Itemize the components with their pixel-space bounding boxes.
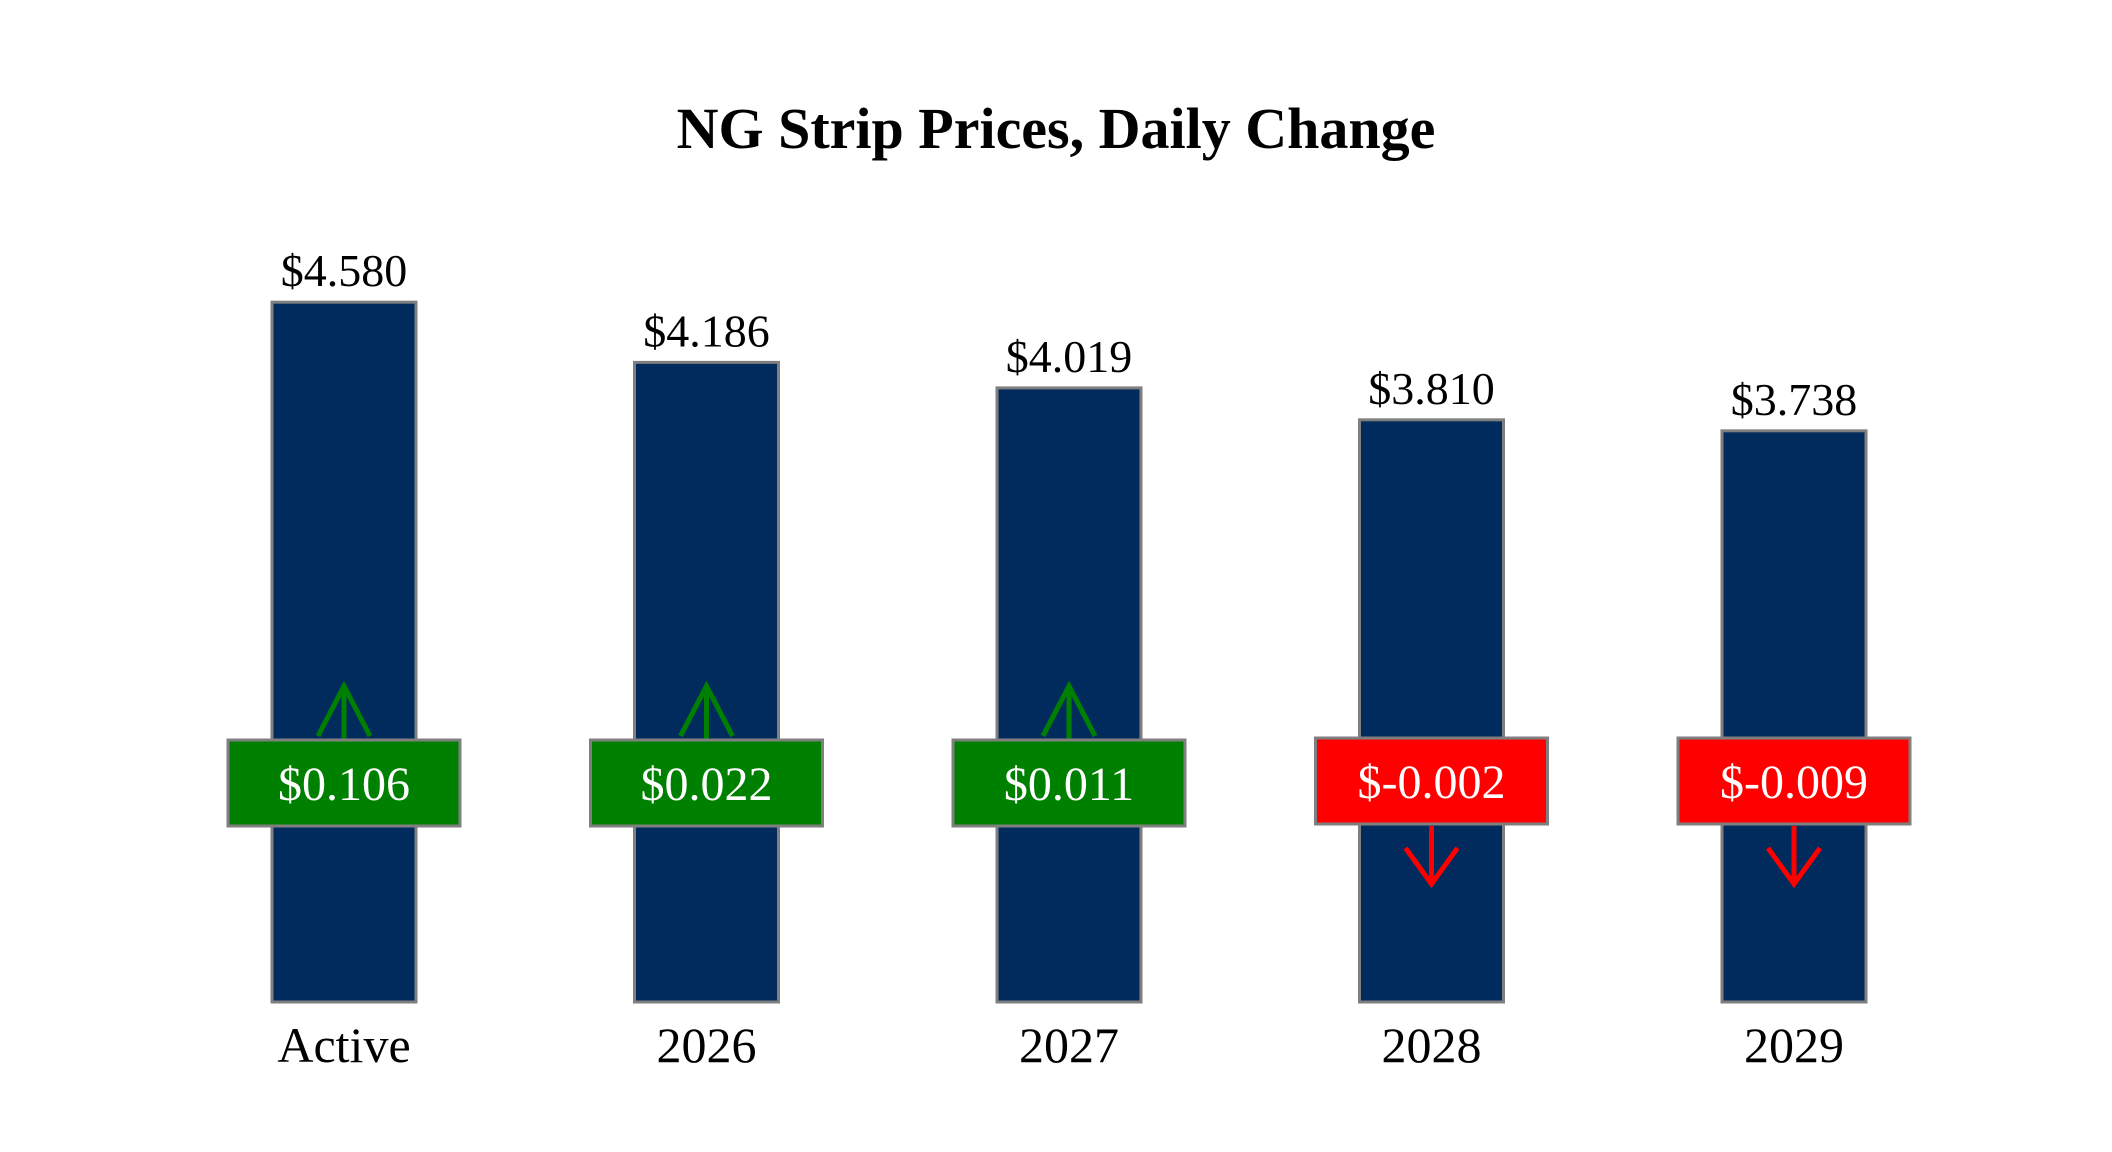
change-label-box <box>589 738 824 828</box>
bar <box>1720 429 1868 1004</box>
change-arrow-up-icon <box>678 680 735 740</box>
change-arrow-up-icon <box>315 680 373 740</box>
chart-title: NG Strip Prices, Daily Change <box>676 96 1436 161</box>
bar-value-label: $4.019 <box>1006 331 1133 382</box>
change-label: $0.022 <box>641 758 773 811</box>
change-label-box <box>226 738 462 828</box>
bar <box>1358 418 1505 1004</box>
bar-group: $4.186 2026 $0.022 <box>589 305 824 1073</box>
change-label: $-0.009 <box>1720 756 1868 809</box>
category-label: 2029 <box>1744 1017 1844 1073</box>
change-arrow-up-icon <box>1040 680 1098 740</box>
change-label: $0.106 <box>278 758 410 811</box>
bar-group: $4.580 Active $0.106 <box>226 245 462 1073</box>
category-label: 2027 <box>1019 1017 1119 1073</box>
change-label-box <box>1676 736 1912 826</box>
category-label: 2028 <box>1382 1017 1482 1073</box>
change-label-box <box>951 738 1187 828</box>
bar-group: $3.738 2029 $-0.009 <box>1676 374 1912 1073</box>
category-label: Active <box>277 1017 410 1073</box>
bar-value-label: $4.580 <box>281 245 408 296</box>
bar-group: $4.019 2027 $0.011 <box>951 331 1187 1073</box>
bar-group: $3.810 2028 $-0.002 <box>1314 363 1549 1073</box>
bar-value-label: $3.810 <box>1368 363 1495 414</box>
change-label: $-0.002 <box>1358 756 1506 809</box>
bar <box>270 300 418 1004</box>
change-label-box <box>1314 736 1549 826</box>
change-arrow-down-icon <box>1765 826 1823 889</box>
bar-value-label: $4.186 <box>643 305 770 356</box>
category-label: 2026 <box>657 1017 757 1073</box>
change-label: $0.011 <box>1004 758 1134 811</box>
bar-value-label: $3.738 <box>1731 374 1858 425</box>
change-arrow-down-icon <box>1403 826 1460 889</box>
